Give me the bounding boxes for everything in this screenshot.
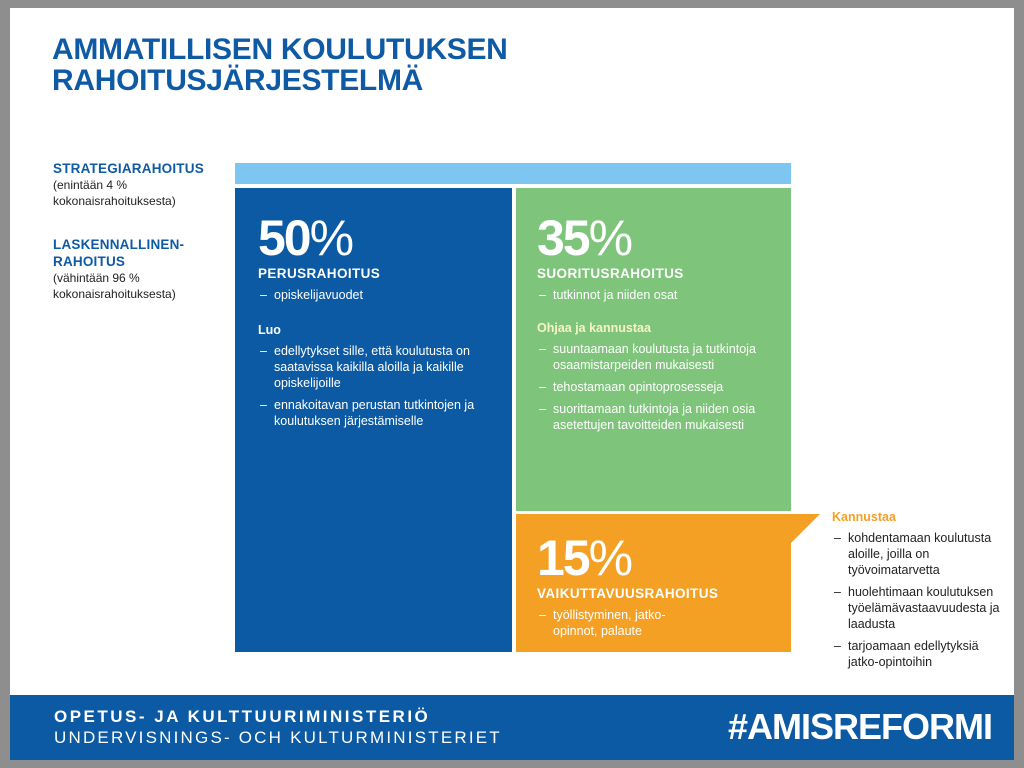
- list-item: ennakoitavan perustan tutkintojen ja kou…: [258, 397, 496, 429]
- effectiveness-funding-name: VAIKUTTAVUUSRAHOITUS: [537, 586, 719, 601]
- effectiveness-funding-percent: 15%: [537, 532, 775, 584]
- computational-funding-heading-1: LASKENNALLINEN-: [53, 237, 185, 252]
- ministry-name-finnish: OPETUS- JA KULTTUURIMINISTERIÖ: [54, 707, 431, 726]
- performance-funding-basis-list: tutkinnot ja niiden osat: [537, 287, 775, 303]
- list-item: suorittamaan tutkintoja ja niiden osia a…: [537, 401, 775, 433]
- performance-funding-items: suuntaamaan koulutusta ja tutkintoja osa…: [537, 341, 775, 433]
- page-title-line-2: RAHOITUSJÄRJESTELMÄ: [52, 64, 423, 97]
- list-item: huolehtimaan koulutuksen työelämävastaav…: [832, 584, 1012, 632]
- list-item: edellytykset sille, että koulutusta on s…: [258, 343, 496, 391]
- effectiveness-funding-basis-item: työllistyminen, jatko-opinnot, palaute: [537, 607, 707, 639]
- basic-funding-subhead: Luo: [258, 323, 281, 337]
- effectiveness-callout-pointer: [790, 514, 820, 544]
- basic-funding-name: PERUSRAHOITUS: [258, 266, 381, 281]
- effectiveness-funding-box: 15% VAIKUTTAVUUSRAHOITUS työllistyminen,…: [516, 514, 791, 652]
- performance-funding-percent-sign: %: [588, 210, 633, 266]
- list-item: tehostamaan opintoprosesseja: [537, 379, 775, 395]
- performance-funding-basis-item: tutkinnot ja niiden osat: [537, 287, 775, 303]
- strategic-funding-bar: [235, 163, 791, 184]
- strategic-funding-label: STRATEGIARAHOITUS (enintään 4 % kokonais…: [53, 160, 243, 209]
- basic-funding-basis-item: opiskelijavuodet: [258, 287, 496, 303]
- computational-funding-note-1: (vähintään 96 %: [53, 271, 140, 285]
- effectiveness-funding-goals: Kannustaa kohdentamaan koulutusta aloill…: [832, 510, 1012, 676]
- computational-funding-note-2: kokonaisrahoituksesta): [53, 287, 176, 301]
- basic-funding-percent: 50%: [258, 212, 496, 264]
- slide: AMMATILLISEN KOULUTUKSEN RAHOITUSJÄRJEST…: [10, 8, 1014, 760]
- effectiveness-funding-subhead: Kannustaa: [832, 510, 896, 524]
- computational-funding-label: LASKENNALLINEN- RAHOITUS (vähintään 96 %…: [53, 236, 243, 302]
- computational-funding-heading-2: RAHOITUS: [53, 254, 126, 269]
- page-title-line-1: AMMATILLISEN KOULUTUKSEN: [52, 33, 508, 66]
- effectiveness-funding-basis-list: työllistyminen, jatko-opinnot, palaute: [537, 607, 707, 639]
- ministry-name-swedish: UNDERVISNINGS- OCH KULTURMINISTERIET: [54, 728, 502, 747]
- effectiveness-funding-items: kohdentamaan koulutusta aloille, joilla …: [832, 530, 1012, 670]
- strategic-funding-note-2: kokonaisrahoituksesta): [53, 194, 176, 208]
- performance-funding-name: SUORITUSRAHOITUS: [537, 266, 684, 281]
- performance-funding-percent: 35%: [537, 212, 775, 264]
- list-item: tarjoamaan edellytyksiä jatko-opintoihin: [832, 638, 1012, 670]
- list-item: suuntaamaan koulutusta ja tutkintoja osa…: [537, 341, 775, 373]
- basic-funding-percent-value: 50: [258, 210, 312, 266]
- performance-funding-subhead: Ohjaa ja kannustaa: [537, 321, 651, 335]
- effectiveness-funding-percent-value: 15: [537, 530, 591, 586]
- strategic-funding-note-1: (enintään 4 %: [53, 178, 128, 192]
- page-title: AMMATILLISEN KOULUTUKSEN RAHOITUSJÄRJEST…: [52, 34, 612, 96]
- basic-funding-percent-sign: %: [309, 210, 354, 266]
- basic-funding-items: edellytykset sille, että koulutusta on s…: [258, 343, 496, 429]
- performance-funding-box: 35% SUORITUSRAHOITUS tutkinnot ja niiden…: [516, 188, 791, 511]
- hashtag-logo: #AMISREFORMI: [727, 706, 993, 747]
- strategic-funding-heading: STRATEGIARAHOITUS: [53, 161, 204, 176]
- basic-funding-box: 50% PERUSRAHOITUS opiskelijavuodet Luo e…: [235, 188, 512, 652]
- basic-funding-basis-list: opiskelijavuodet: [258, 287, 496, 303]
- performance-funding-percent-value: 35: [537, 210, 591, 266]
- effectiveness-funding-percent-sign: %: [588, 530, 633, 586]
- list-item: kohdentamaan koulutusta aloille, joilla …: [832, 530, 1012, 578]
- footer-band: OPETUS- JA KULTTUURIMINISTERIÖ UNDERVISN…: [10, 695, 1014, 760]
